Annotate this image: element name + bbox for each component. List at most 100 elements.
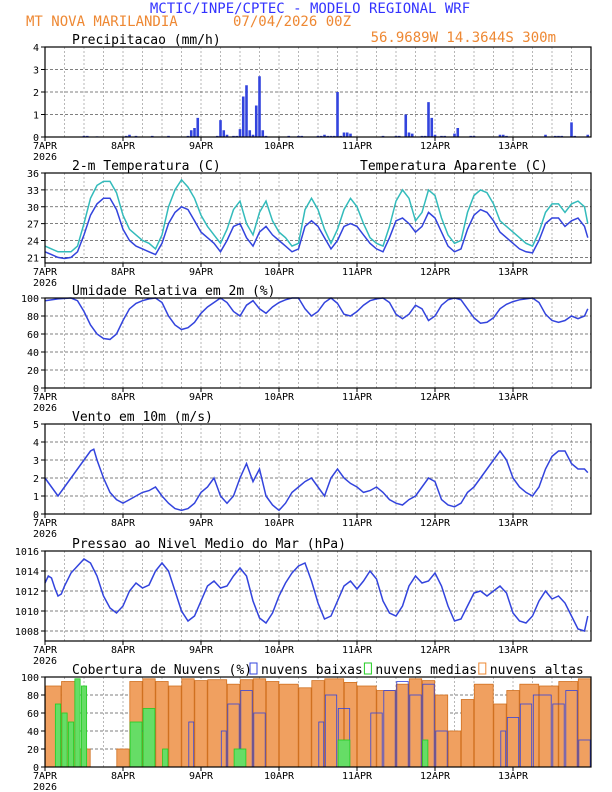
y-tick-label: 4 (33, 438, 39, 449)
x-tick-label: 12APR (420, 267, 451, 278)
x-tick-label: 8APR (111, 771, 136, 782)
panels: 0 1 2 3 4 Precipitacao (mm/h) 7APR 8APR 9APR 10AP… (15, 33, 592, 792)
precip-bar (261, 130, 265, 137)
panel-clouds: 0 20 40 60 80 100 Cobertura de Nuvens (%) nuven… (21, 662, 592, 792)
panel-frame (44, 172, 592, 264)
y-tick-label: 1014 (15, 567, 39, 578)
cloud-high-bar (473, 683, 494, 768)
x-tick-label: 12APR (420, 518, 451, 529)
x-tick-label: 12APR (420, 392, 451, 403)
panel-frame (44, 550, 592, 642)
y-tick-label: 0 (33, 763, 39, 774)
y-tick-label: 4 (33, 43, 39, 54)
x-tick-label: 12APR (420, 645, 451, 656)
temp-legend-apparent: Temperatura Aparente (C) (360, 159, 548, 174)
precip-bar (254, 105, 258, 137)
y-tick-label: 3 (33, 66, 39, 77)
x-tick-label: 11APR (342, 518, 373, 529)
y-tick-label: 2 (33, 474, 39, 485)
y-tick-label: 20 (27, 366, 39, 377)
x-tick-label: 10APR (264, 518, 295, 529)
precip-bar (323, 134, 326, 137)
precip-bar (404, 114, 408, 137)
precip-bar (586, 134, 590, 137)
precip-bar (349, 133, 352, 137)
x-year-label: 2026 (33, 403, 57, 414)
y-tick-label: 60 (27, 330, 39, 341)
x-tick-label: 13APR (498, 141, 529, 152)
x-tick-label: 7APR (33, 267, 58, 278)
cloud-legend-label: nuvens baixas (261, 663, 363, 678)
y-tick-label: 30 (27, 203, 39, 214)
series-line-0 (44, 197, 589, 260)
precip-bar (342, 132, 346, 137)
x-tick-label: 7APR (33, 392, 58, 403)
precip-bar (570, 122, 573, 137)
x-tick-label: 9APR (189, 518, 214, 529)
cloud-mid-bar (162, 748, 169, 768)
panel-title: 2-m Temperatura (C) (72, 159, 221, 174)
x-tick-label: 10APR (264, 267, 295, 278)
y-tick-label: 60 (27, 709, 39, 720)
cloud-high-bar (168, 685, 182, 768)
panel-title: Vento em 10m (m/s) (72, 410, 213, 425)
x-tick-label: 8APR (111, 645, 136, 656)
x-tick-label: 10APR (264, 392, 295, 403)
x-tick-label: 8APR (111, 518, 136, 529)
x-year-label: 2026 (33, 278, 57, 289)
panel-frame (44, 297, 592, 389)
y-tick-label: 100 (21, 294, 39, 305)
cloud-high-bar (265, 681, 280, 768)
precip-bar (336, 92, 339, 137)
x-tick-label: 8APR (111, 267, 136, 278)
cloud-high-bar (558, 681, 579, 768)
precip-bar (498, 134, 502, 137)
y-tick-label: 36 (27, 169, 39, 180)
y-tick-label: 1012 (15, 587, 39, 598)
cloud-mid-bar (337, 739, 351, 768)
cloud-high-bar (519, 683, 540, 768)
x-tick-label: 11APR (342, 392, 373, 403)
y-tick-label: 24 (27, 237, 39, 248)
precip-bar (427, 102, 430, 137)
precip-bar (245, 85, 248, 137)
y-tick-label: 1016 (15, 547, 39, 558)
cloud-legend-swatch (249, 662, 258, 675)
series-line-0 (44, 448, 589, 512)
cloud-high-bar (493, 703, 507, 768)
cloud-mid-bar (233, 748, 247, 768)
y-tick-label: 80 (27, 312, 39, 323)
header-coords: 56.9689W 14.3644S 300m (371, 30, 556, 46)
y-tick-label: 1 (33, 492, 39, 503)
precip-bar (501, 134, 505, 137)
x-tick-label: 13APR (498, 392, 529, 403)
y-tick-label: 27 (27, 220, 39, 231)
x-tick-label: 9APR (189, 645, 214, 656)
precip-bar (345, 132, 349, 137)
precip-bar (193, 128, 196, 137)
cloud-high-bar (116, 748, 130, 768)
y-tick-label: 1008 (15, 627, 39, 638)
precip-bar (433, 134, 437, 137)
panel-title: Precipitacao (mm/h) (72, 33, 221, 48)
y-tick-label: 1010 (15, 607, 39, 618)
x-tick-label: 9APR (189, 267, 214, 278)
x-tick-label: 7APR (33, 518, 58, 529)
y-tick-label: 3 (33, 456, 39, 467)
cloud-mid-bar (129, 721, 143, 768)
series-line-0 (44, 558, 589, 632)
y-tick-label: 80 (27, 691, 39, 702)
cloud-mid-bar (67, 721, 75, 768)
cloud-high-bar (311, 680, 325, 768)
precip-bar (238, 129, 242, 137)
x-tick-label: 13APR (498, 645, 529, 656)
precip-bar (222, 130, 226, 137)
x-tick-label: 12APR (420, 141, 451, 152)
header-location: MT NOVA MARILANDIA (26, 14, 178, 30)
x-tick-label: 10APR (264, 645, 295, 656)
precip-bar (196, 117, 200, 137)
cloud-high-bar (207, 679, 228, 768)
panel-precip: 0 1 2 3 4 Precipitacao (mm/h) 7APR 8APR 9APR 10AP… (33, 33, 592, 163)
header-title: MCTIC/INPE/CPTEC - MODELO REGIONAL WRF (150, 1, 470, 17)
